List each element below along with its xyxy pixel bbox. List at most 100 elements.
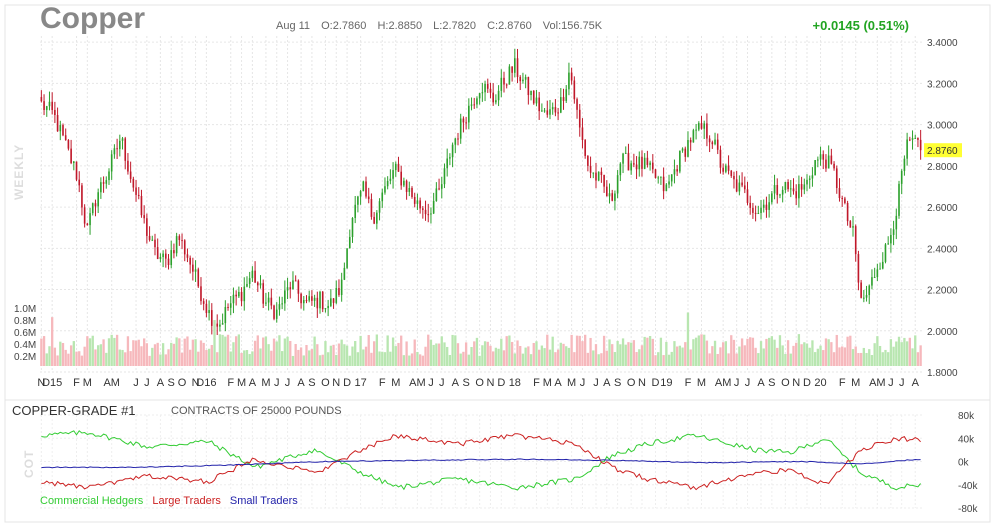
candle-body bbox=[822, 154, 825, 160]
candle-body bbox=[857, 254, 860, 283]
volume-bar bbox=[326, 352, 330, 366]
candle-body bbox=[852, 226, 854, 228]
volume-bar bbox=[97, 345, 100, 366]
volume-bar bbox=[408, 355, 411, 366]
volume-bar bbox=[914, 335, 917, 366]
volume-bar bbox=[180, 352, 184, 366]
volume-bar bbox=[532, 342, 535, 366]
volume-bar bbox=[67, 353, 70, 366]
volume-bar bbox=[94, 349, 97, 366]
volume-bar bbox=[318, 355, 322, 366]
candle-body bbox=[535, 97, 538, 104]
volume-bar bbox=[521, 353, 525, 366]
candle-body bbox=[560, 97, 562, 113]
candle-body bbox=[267, 297, 270, 303]
volume-bar bbox=[432, 344, 435, 366]
volume-bar bbox=[624, 344, 627, 366]
volume-bar bbox=[121, 349, 124, 366]
candle-body bbox=[194, 269, 197, 272]
volume-bar bbox=[110, 334, 113, 366]
candle-body bbox=[478, 93, 481, 99]
volume-bar bbox=[243, 350, 246, 366]
volume-bar bbox=[167, 349, 170, 366]
candle-body bbox=[568, 72, 570, 90]
volume-bar bbox=[548, 349, 552, 366]
candle-body bbox=[175, 236, 178, 254]
candle-body bbox=[146, 218, 148, 236]
candle-body bbox=[338, 288, 340, 295]
candle-body bbox=[238, 291, 240, 297]
legend-commercial-hedgers: Commercial Hedgers bbox=[40, 495, 144, 507]
x-axis-label: AM bbox=[409, 377, 426, 389]
volume-bar bbox=[708, 353, 711, 366]
x-axis-label: D bbox=[343, 377, 351, 389]
candle-body bbox=[178, 236, 181, 241]
candle-body bbox=[551, 107, 554, 110]
candle-body bbox=[443, 168, 446, 185]
volume-bar bbox=[153, 344, 157, 366]
candle-body bbox=[113, 148, 116, 155]
volume-bar bbox=[356, 352, 360, 366]
volume-bar bbox=[286, 336, 289, 366]
cot-tick-label: 40k bbox=[958, 434, 975, 445]
candle-body bbox=[641, 156, 643, 169]
volume-bar bbox=[849, 335, 852, 366]
cot-panel-subtitle: CONTRACTS OF 25000 POUNDS bbox=[171, 405, 342, 417]
candle-body bbox=[449, 157, 451, 159]
volume-bar bbox=[102, 339, 105, 366]
volume-bar bbox=[786, 340, 790, 366]
x-axis-label: O bbox=[321, 377, 330, 389]
volume-bar bbox=[781, 345, 784, 366]
x-axis-label: M bbox=[567, 377, 576, 389]
candle-body bbox=[752, 207, 754, 213]
candle-body bbox=[806, 179, 808, 185]
volume-tick-label: 0.4M bbox=[14, 340, 36, 351]
volume-bar bbox=[859, 352, 863, 366]
candle-body bbox=[708, 138, 711, 143]
volume-bar bbox=[684, 342, 687, 366]
candle-body bbox=[459, 118, 462, 139]
x-axis-label: M bbox=[83, 377, 92, 389]
volume-bar bbox=[665, 341, 668, 366]
candle-body bbox=[119, 140, 121, 150]
candle-body bbox=[365, 181, 367, 197]
volume-bar bbox=[635, 352, 638, 366]
volume-bar bbox=[354, 341, 357, 366]
candle-body bbox=[695, 129, 697, 131]
volume-bar bbox=[72, 341, 75, 366]
candle-body bbox=[578, 109, 581, 128]
x-axis-label: 18 bbox=[509, 377, 521, 389]
volume-bar bbox=[86, 336, 89, 366]
candle-body bbox=[719, 149, 722, 168]
cot-tick-label: -80k bbox=[958, 504, 978, 515]
candle-body bbox=[697, 123, 700, 130]
candle-body bbox=[124, 138, 127, 161]
candle-body bbox=[814, 160, 816, 176]
volume-bar bbox=[251, 351, 254, 366]
candle-body bbox=[665, 184, 668, 192]
candle-body bbox=[413, 196, 416, 204]
candle-body bbox=[519, 76, 522, 82]
ohlc-open: O:2.7860 bbox=[321, 20, 367, 32]
volume-bar bbox=[378, 351, 381, 366]
candle-body bbox=[140, 195, 143, 216]
candle-body bbox=[854, 226, 857, 255]
candle-body bbox=[378, 201, 381, 213]
candle-body bbox=[159, 257, 162, 259]
candle-body bbox=[706, 123, 708, 139]
price-tick-label: 2.0000 bbox=[927, 327, 958, 338]
candle-body bbox=[827, 155, 830, 169]
volume-bar bbox=[908, 337, 911, 366]
volume-bar bbox=[124, 352, 127, 366]
candle-body bbox=[416, 200, 419, 204]
volume-bar bbox=[143, 338, 146, 366]
volume-bar bbox=[884, 349, 887, 366]
candle-body bbox=[581, 127, 584, 141]
volume-bar bbox=[778, 335, 782, 366]
volume-bar bbox=[78, 351, 81, 366]
candle-body bbox=[143, 215, 145, 219]
x-axis-label: S bbox=[462, 377, 469, 389]
volume-bar bbox=[489, 345, 492, 366]
volume-tick-label: 0.2M bbox=[14, 352, 36, 363]
